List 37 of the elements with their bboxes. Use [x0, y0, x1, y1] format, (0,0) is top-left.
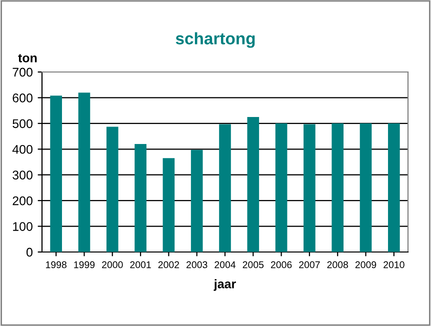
bar	[190, 150, 203, 252]
bar	[388, 123, 400, 252]
x-tick-label: 2000	[102, 261, 123, 268]
y-tick-label: 100	[13, 222, 32, 231]
x-tick-label: 2005	[242, 261, 264, 268]
bar	[219, 124, 231, 252]
bar	[78, 92, 90, 252]
x-tick-label: 2001	[130, 261, 151, 268]
x-tick-label: 2008	[327, 261, 348, 268]
y-tick-label: 300	[12, 170, 32, 180]
bar	[304, 124, 316, 252]
bar	[162, 158, 175, 252]
x-tick-label: 2007	[299, 261, 320, 268]
y-axis-title: ton	[18, 54, 37, 62]
bar	[332, 123, 344, 252]
x-tick-label: 2009	[355, 261, 376, 268]
x-tick-label: 2006	[270, 261, 292, 268]
bar	[50, 96, 62, 252]
bar	[247, 117, 260, 252]
x-tick-label: 2002	[158, 261, 180, 268]
bar	[360, 123, 372, 252]
x-axis-title: jaar	[214, 279, 236, 291]
y-tick-label: 0	[26, 248, 32, 257]
x-tick-label: 2004	[214, 261, 236, 268]
chart-title: schartong	[176, 32, 255, 48]
bar	[134, 144, 146, 252]
x-tick-label: 1999	[74, 261, 95, 268]
x-tick-label: 1998	[46, 261, 66, 268]
y-tick-label: 400	[12, 144, 32, 154]
y-tick-label: 700	[12, 68, 32, 77]
y-tick-label: 500	[12, 119, 32, 128]
x-tick-label: 2003	[186, 261, 208, 268]
bar	[106, 126, 118, 252]
y-tick-label: 200	[12, 196, 32, 206]
y-tick-label: 600	[12, 94, 32, 102]
bar	[275, 123, 288, 252]
x-tick-label: 2010	[384, 261, 404, 268]
